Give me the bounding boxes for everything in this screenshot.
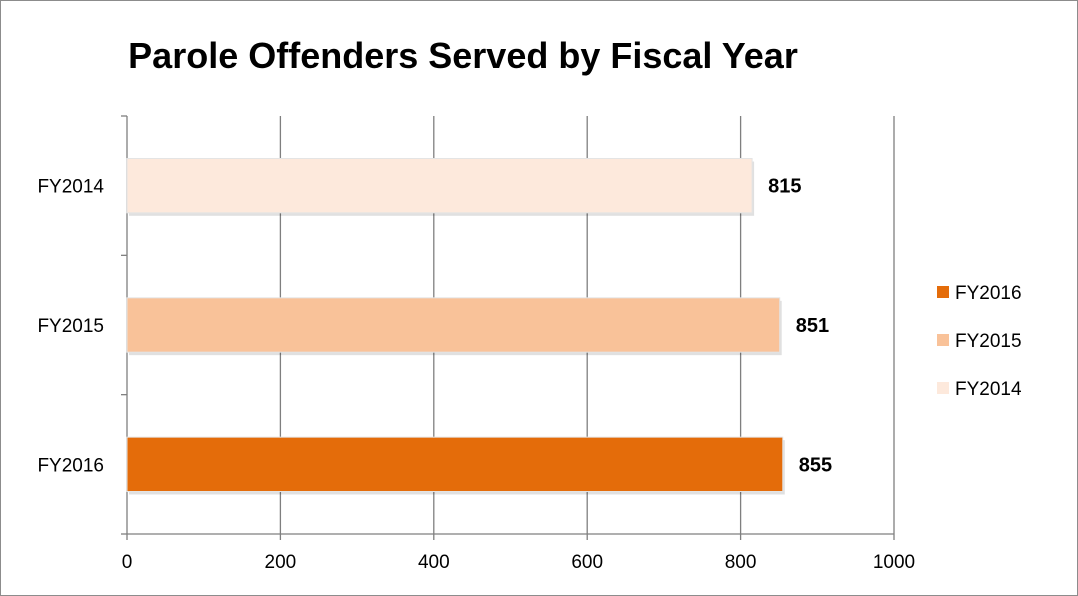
legend-label: FY2016 — [955, 283, 1022, 304]
legend-swatch — [937, 334, 949, 346]
bars — [126, 157, 785, 495]
y-category-label: FY2016 — [37, 455, 104, 476]
chart-title: Parole Offenders Served by Fiscal Year — [128, 35, 798, 76]
legend-swatch — [937, 286, 949, 298]
x-tick-label: 0 — [122, 552, 133, 573]
legend-label: FY2014 — [955, 379, 1022, 400]
legend-label: FY2015 — [955, 331, 1022, 352]
x-tick-label: 800 — [725, 552, 757, 573]
x-tick-label: 200 — [265, 552, 297, 573]
legend: FY2016 FY2015 FY2014 — [937, 283, 1022, 400]
bar-fy2016 — [126, 436, 784, 493]
x-tick-label: 600 — [571, 552, 603, 573]
x-tick-label: 1000 — [873, 552, 915, 573]
x-tick-label: 400 — [418, 552, 450, 573]
data-label: 815 — [768, 176, 801, 198]
bar-fy2014 — [126, 157, 753, 214]
y-category-label: FY2015 — [37, 316, 104, 337]
data-labels: 815 851 855 — [768, 176, 832, 477]
bar-fy2015 — [126, 297, 781, 353]
data-label: 851 — [796, 315, 829, 337]
data-label: 855 — [799, 454, 832, 476]
y-category-label: FY2014 — [37, 177, 104, 198]
legend-swatch — [937, 382, 949, 394]
